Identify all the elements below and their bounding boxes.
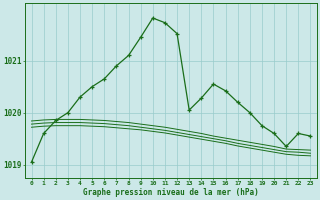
X-axis label: Graphe pression niveau de la mer (hPa): Graphe pression niveau de la mer (hPa) [83,188,259,197]
